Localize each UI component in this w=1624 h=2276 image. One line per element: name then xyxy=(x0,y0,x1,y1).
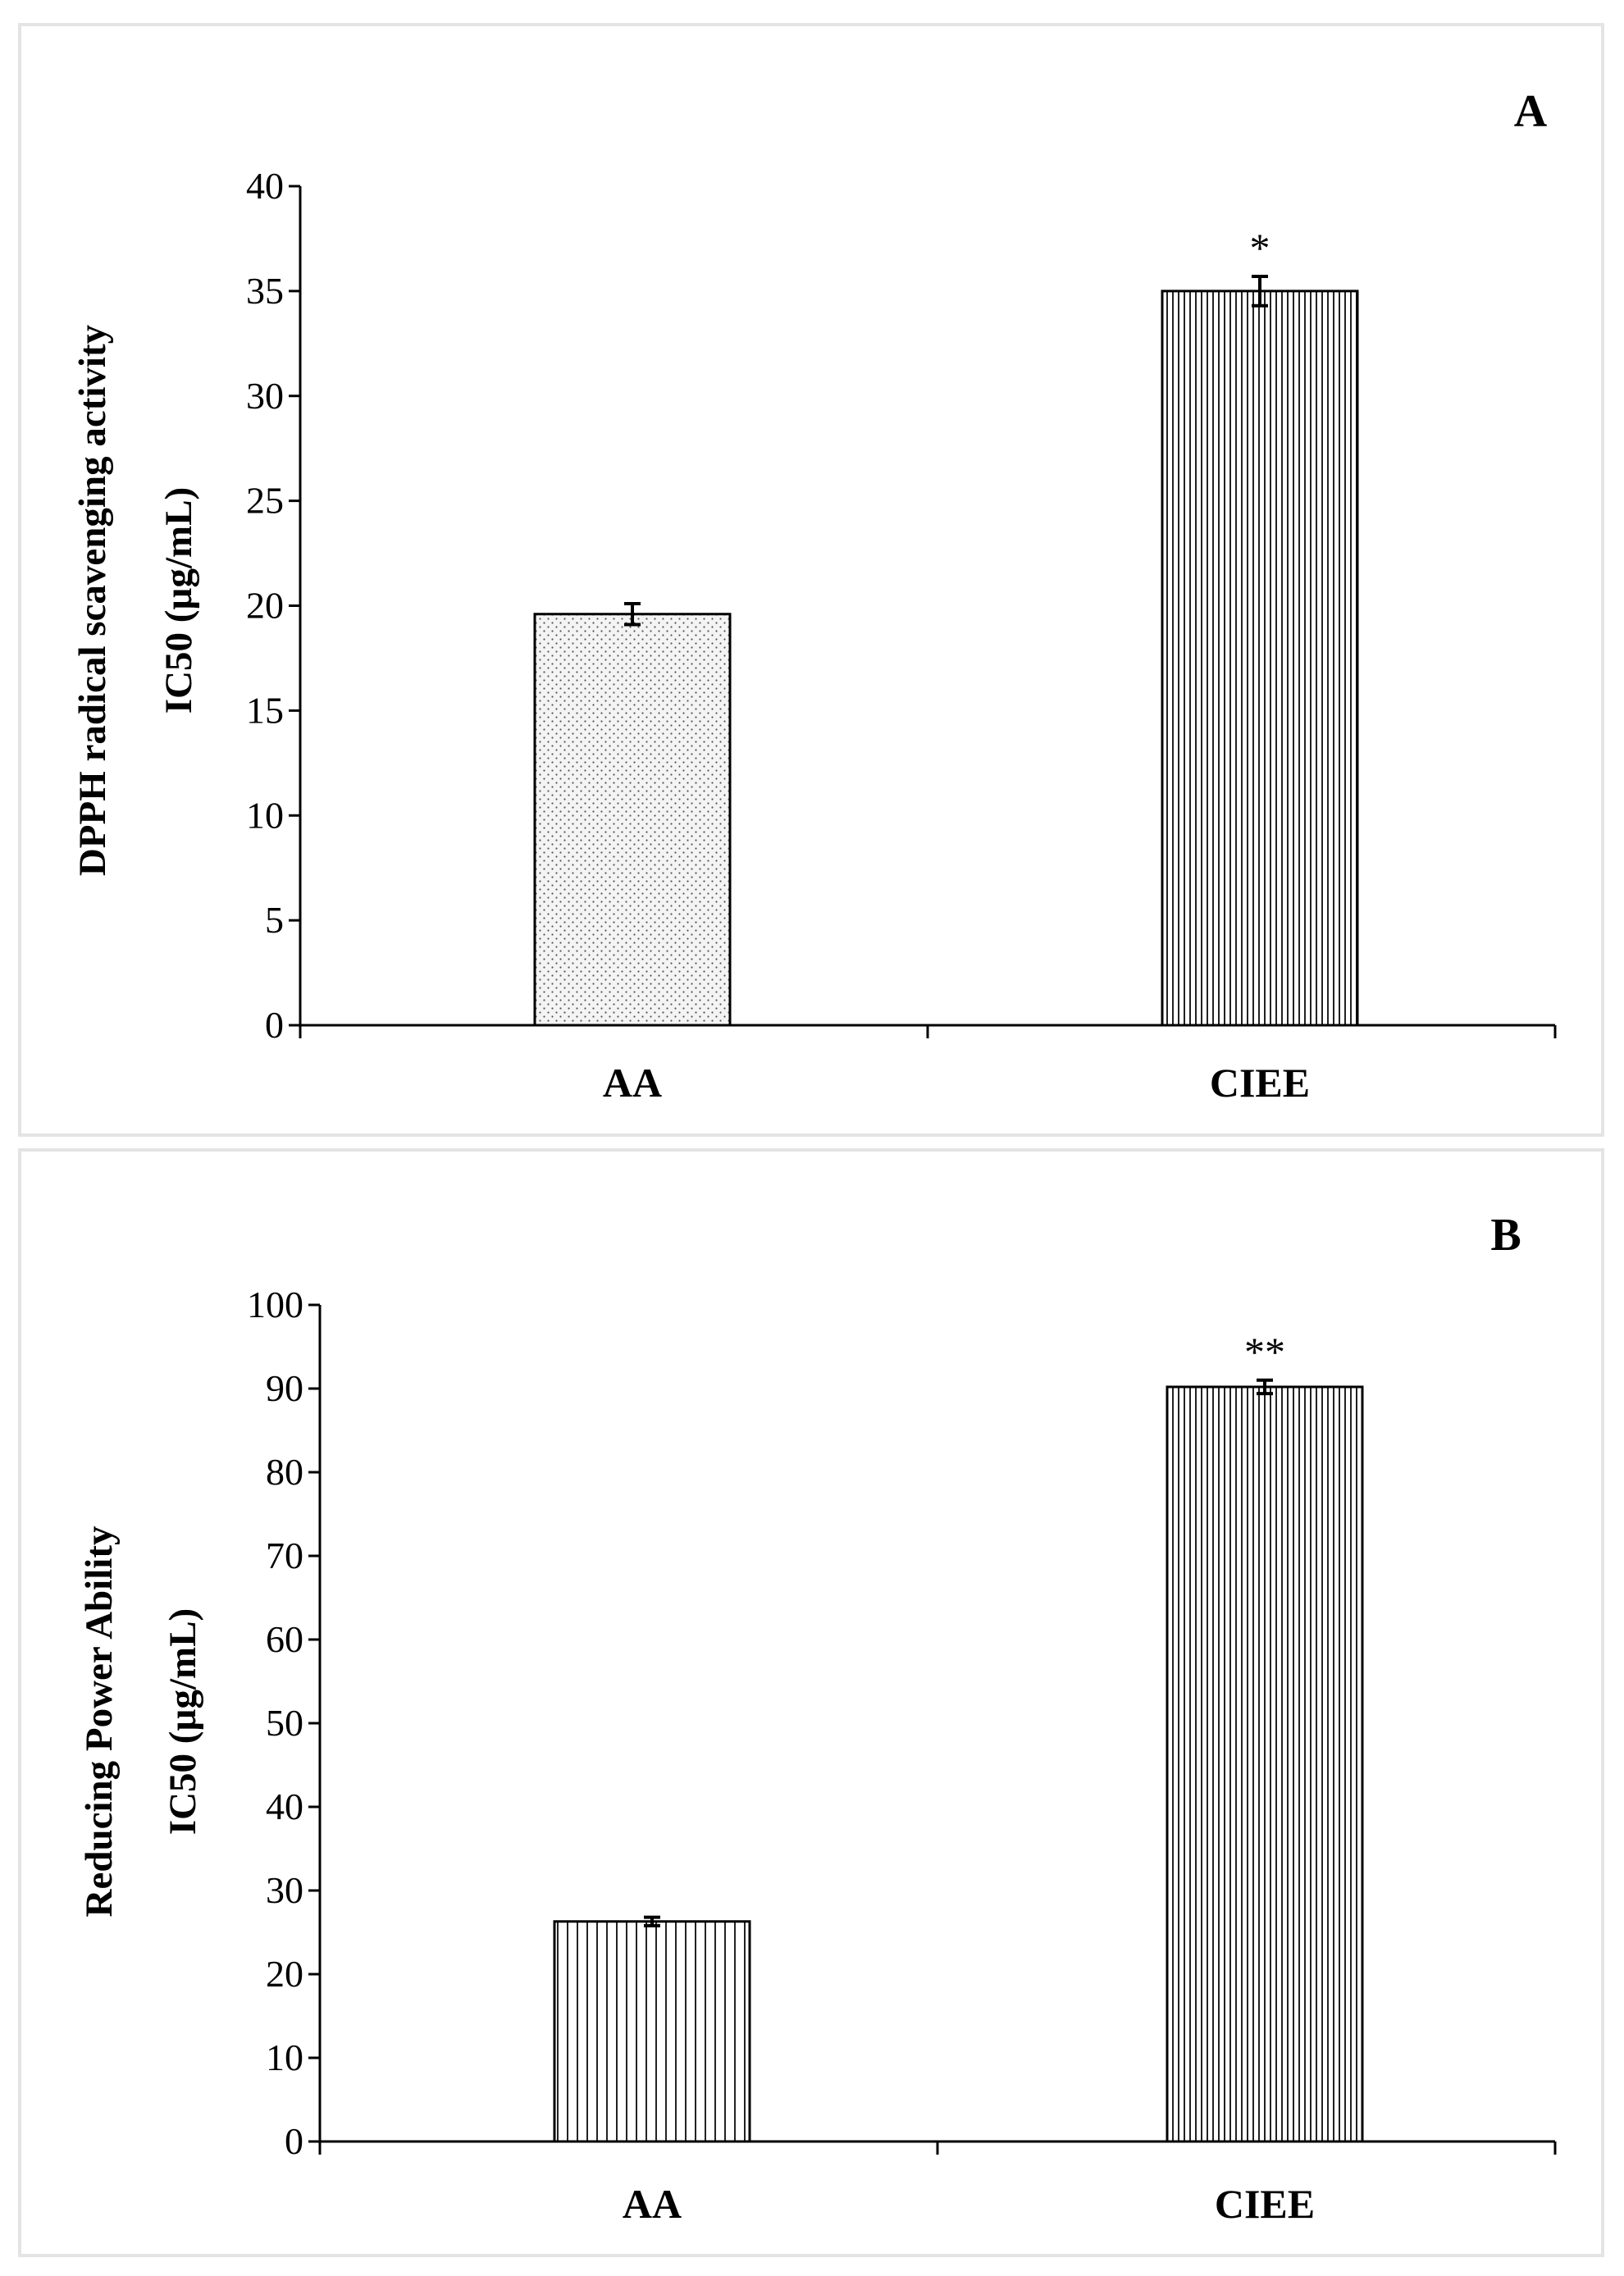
bar-aa xyxy=(533,613,732,1027)
y-tick-label: 90 xyxy=(266,1367,303,1409)
significance-marker: * xyxy=(1250,225,1270,271)
y-tick-label: 40 xyxy=(246,165,284,207)
bar-aa xyxy=(553,1920,751,2143)
y-axis-label-units: IC50 (µg/mL) xyxy=(157,487,200,714)
y-axis-label: Reducing Power Ability xyxy=(78,1526,121,1917)
y-tick-label: 100 xyxy=(247,1284,303,1325)
y-tick-label: 20 xyxy=(266,1953,303,1995)
y-tick-label: 15 xyxy=(246,689,284,731)
significance-marker: ** xyxy=(1244,1329,1285,1375)
y-tick-label: 80 xyxy=(266,1451,303,1493)
y-tick-label: 35 xyxy=(246,270,284,312)
y-tick-label: 50 xyxy=(266,1702,303,1744)
panel-label: B xyxy=(1490,1210,1521,1261)
chart-a-svg: 0 5 10 15 20 25 30 35 40 AA * CIEE DPPH radical scav… xyxy=(71,86,1557,1106)
y-axis-label: DPPH radical scavenging activity xyxy=(71,324,114,876)
y-tick-label: 30 xyxy=(246,375,284,417)
y-axis-label-units: IC50 (µg/mL) xyxy=(162,1608,204,1835)
y-tick-label: 10 xyxy=(266,2037,303,2078)
y-tick-label: 30 xyxy=(266,1869,303,1911)
category-label: CIEE xyxy=(1210,1060,1310,1106)
chart-panel-b: 0 10 20 30 40 50 60 70 80 90 100 AA ** CIEE Reducing P… xyxy=(18,1148,1604,2257)
y-tick-label: 10 xyxy=(246,794,284,836)
y-tick-label: 25 xyxy=(246,480,284,522)
y-tick-label: 20 xyxy=(246,585,284,627)
y-tick-label: 5 xyxy=(265,899,284,941)
panel-label: A xyxy=(1514,86,1548,137)
chart-b-svg: 0 10 20 30 40 50 60 70 80 90 100 AA ** CIEE Reducing P… xyxy=(78,1210,1557,2227)
bar-ciee xyxy=(1166,1385,1364,2143)
category-label: AA xyxy=(623,2181,682,2227)
y-tick-label: 40 xyxy=(266,1786,303,1827)
category-label: CIEE xyxy=(1215,2181,1315,2227)
y-tick-label: 60 xyxy=(266,1618,303,1660)
y-tick-label: 0 xyxy=(265,1004,284,1046)
bar-ciee xyxy=(1161,290,1359,1027)
category-label: AA xyxy=(603,1060,662,1106)
chart-panel-a: 0 5 10 15 20 25 30 35 40 AA * CIEE DPPH radical scav… xyxy=(18,23,1604,1137)
y-tick-label: 70 xyxy=(266,1535,303,1576)
y-tick-label: 0 xyxy=(285,2120,303,2162)
